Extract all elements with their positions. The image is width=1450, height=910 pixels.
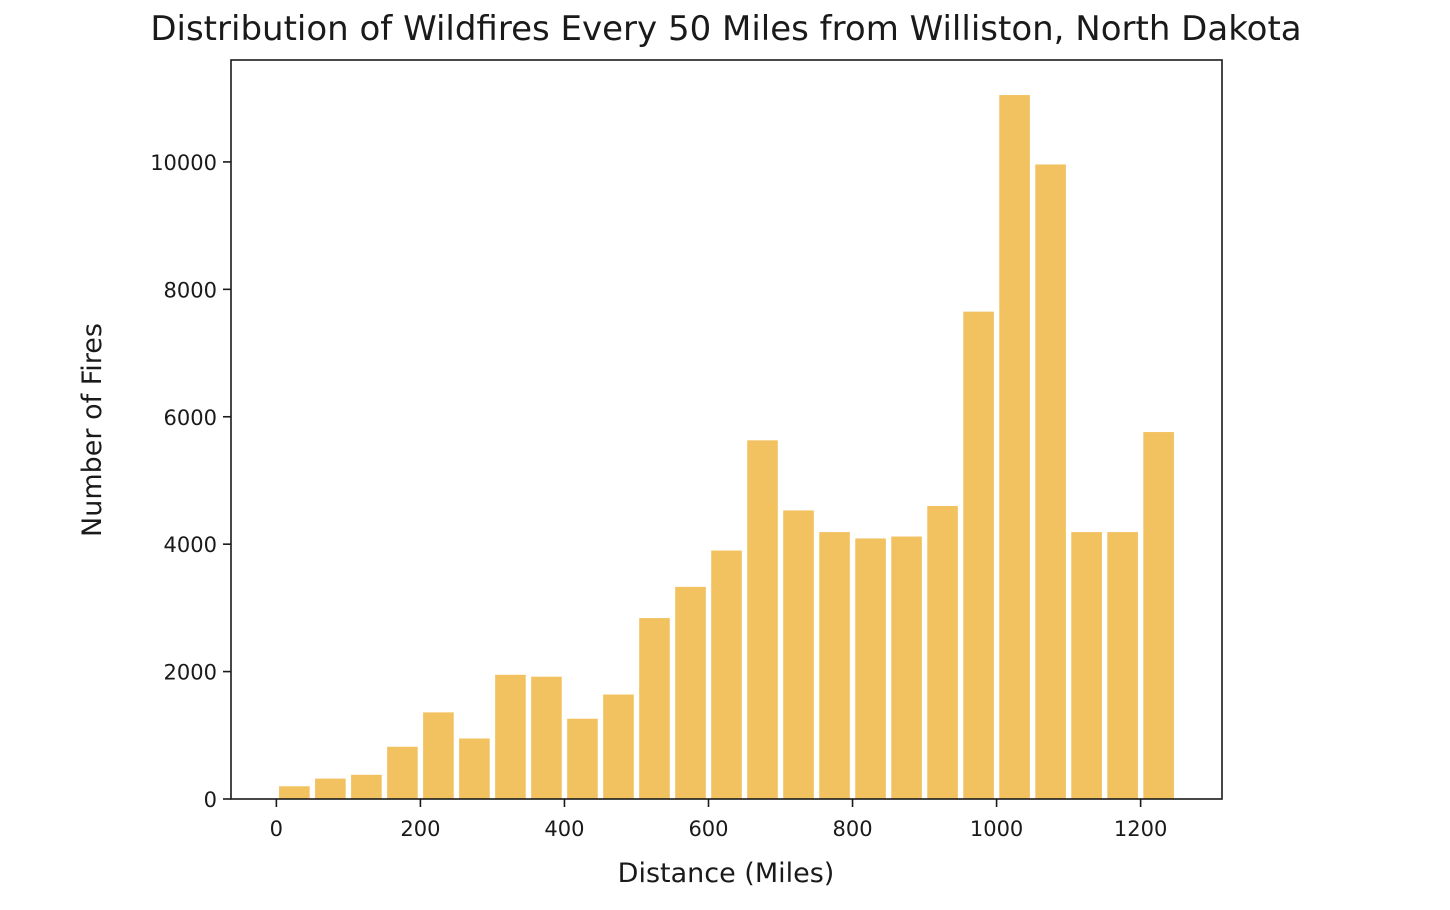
y-tick-label: 8000	[164, 278, 217, 302]
bar-650-700	[747, 440, 778, 799]
bar-1100-1150	[1071, 532, 1102, 799]
bar-900-950	[927, 505, 958, 799]
bar-600-650	[711, 550, 742, 799]
bar-150-200	[387, 746, 418, 799]
bars-layer	[279, 95, 1174, 800]
plot-frame	[230, 59, 1223, 800]
x-tick-label: 0	[270, 817, 283, 841]
bar-1050-1100	[1035, 164, 1066, 800]
x-axis-ticks: 0 200 400 600 800 1000 1200	[270, 799, 1167, 841]
bar-950-1000	[963, 311, 994, 799]
chart-title: Distribution of Wildfires Every 50 Miles…	[150, 9, 1301, 49]
bar-1000-1050	[999, 95, 1030, 800]
y-tick-label: 6000	[164, 406, 217, 430]
bar-550-600	[675, 586, 706, 799]
bar-350-400	[531, 676, 562, 799]
x-tick-label: 1200	[1114, 817, 1167, 841]
x-tick-label: 400	[544, 817, 584, 841]
x-tick-label: 600	[688, 817, 728, 841]
bar-250-300	[459, 738, 490, 799]
bar-1150-1200	[1107, 532, 1138, 799]
bar-300-350	[495, 674, 526, 799]
bar-850-900	[891, 536, 922, 799]
bar-750-800	[819, 532, 850, 799]
y-tick-label: 2000	[164, 661, 217, 685]
bar-50-100	[315, 778, 346, 799]
y-axis-ticks: 0 2000 4000 6000 8000 10000	[150, 151, 231, 812]
y-tick-label: 0	[204, 788, 217, 812]
y-tick-label: 10000	[150, 151, 217, 175]
bar-500-550	[639, 618, 670, 799]
x-tick-label: 1000	[970, 817, 1023, 841]
x-tick-label: 200	[400, 817, 440, 841]
bar-0-50	[279, 786, 310, 799]
bar-100-150	[351, 774, 382, 799]
y-axis-title: Number of Fires	[77, 323, 108, 537]
y-tick-label: 4000	[164, 533, 217, 557]
x-axis-title: Distance (Miles)	[618, 858, 835, 889]
bar-200-250	[423, 712, 454, 799]
bar-1200-1250	[1143, 432, 1174, 799]
bar-450-500	[603, 694, 634, 799]
x-tick-label: 800	[832, 817, 872, 841]
bar-800-850	[855, 538, 886, 799]
bar-400-450	[567, 718, 598, 799]
bar-700-750	[783, 510, 814, 799]
